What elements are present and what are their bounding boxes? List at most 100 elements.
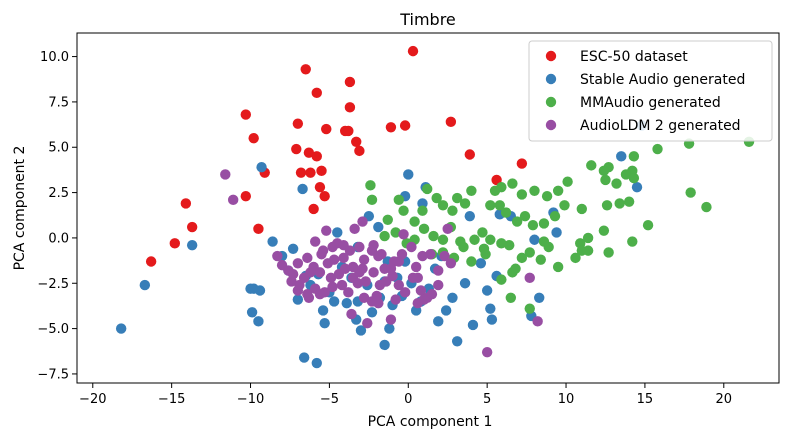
point-series-2-19 (489, 185, 501, 196)
point-series-0-18 (354, 145, 365, 157)
point-series-1-23 (341, 298, 352, 309)
point-series-0-11 (445, 116, 457, 128)
point-series-2-47 (642, 220, 654, 231)
point-series-3-24 (314, 267, 326, 278)
point-series-0-29 (180, 198, 192, 209)
point-series-0-28 (308, 203, 319, 215)
point-series-3-84 (524, 272, 535, 284)
point-series-2-71 (466, 256, 477, 267)
x-tick-label: −5 (320, 392, 339, 407)
point-series-3-36 (393, 279, 405, 291)
point-series-2-78 (535, 254, 546, 265)
point-series-1-45 (451, 336, 463, 347)
point-series-1-32 (384, 323, 395, 334)
point-series-2-65 (418, 223, 430, 235)
point-series-1-1 (139, 279, 151, 291)
point-series-3-20 (442, 223, 453, 235)
point-series-3-76 (305, 267, 316, 278)
point-series-3-85 (385, 263, 397, 274)
point-series-1-74 (529, 234, 540, 245)
point-series-2-25 (437, 200, 449, 211)
point-series-0-32 (169, 238, 181, 249)
point-series-1-51 (486, 314, 498, 325)
chart-title: Timbre (399, 10, 456, 29)
point-series-3-54 (343, 287, 354, 298)
x-axis-label: PCA component 1 (368, 414, 493, 430)
point-series-3-68 (314, 288, 326, 300)
point-series-0-22 (464, 149, 475, 160)
y-tick-label: −2.5 (37, 277, 69, 292)
point-series-3-53 (336, 279, 348, 291)
point-series-2-68 (390, 227, 401, 238)
point-series-0-5 (240, 109, 251, 120)
y-tick-label: −5.0 (37, 322, 69, 337)
point-series-2-24 (447, 205, 458, 216)
point-series-0-30 (186, 221, 198, 233)
point-series-3-28 (339, 263, 351, 274)
point-series-3-70 (338, 252, 349, 264)
legend-marker-1 (545, 73, 557, 85)
point-series-0-21 (305, 167, 316, 178)
point-series-0-20 (295, 167, 307, 178)
point-series-1-61 (417, 198, 428, 209)
point-series-3-37 (399, 287, 411, 298)
point-series-2-29 (409, 216, 420, 227)
point-series-3-63 (390, 294, 401, 305)
point-series-1-73 (379, 339, 390, 351)
point-series-2-33 (365, 180, 376, 191)
point-series-2-51 (582, 232, 594, 244)
point-series-1-7 (246, 307, 258, 318)
point-series-3-26 (328, 254, 340, 265)
point-series-1-3 (256, 162, 267, 173)
legend-label-3: AudioLDM 2 generated (580, 118, 741, 134)
point-series-0-13 (399, 120, 411, 131)
point-series-0-25 (319, 191, 330, 202)
point-series-0-16 (303, 147, 315, 158)
legend-box (528, 40, 773, 142)
point-series-0-9 (351, 136, 362, 148)
point-series-2-79 (570, 252, 581, 264)
point-series-1-14 (292, 294, 304, 305)
point-series-3-81 (357, 216, 368, 227)
point-series-0-24 (314, 181, 326, 193)
point-series-0-26 (240, 191, 251, 202)
point-series-2-84 (505, 292, 517, 303)
points-layer (115, 45, 755, 369)
point-series-0-7 (321, 123, 332, 135)
point-series-3-79 (327, 241, 338, 253)
point-series-2-59 (477, 227, 488, 238)
legend-label-1: Stable Audio generated (580, 72, 745, 88)
point-series-2-16 (516, 189, 528, 200)
point-series-2-7 (598, 165, 610, 177)
y-tick-label: −7.5 (37, 367, 69, 382)
point-series-2-10 (611, 178, 622, 189)
point-series-2-17 (507, 178, 518, 189)
point-series-2-55 (524, 247, 535, 258)
point-series-2-86 (582, 245, 594, 256)
x-tick-label: 10 (558, 392, 575, 407)
point-series-2-15 (529, 185, 540, 196)
point-series-3-52 (327, 281, 338, 293)
point-series-3-59 (362, 317, 373, 329)
point-series-2-72 (458, 241, 469, 253)
point-series-3-16 (417, 250, 428, 262)
point-series-2-9 (600, 174, 611, 186)
point-series-2-57 (496, 238, 507, 249)
point-series-1-49 (481, 285, 493, 296)
point-series-3-41 (426, 288, 438, 300)
point-series-3-88 (445, 258, 457, 269)
point-series-3-17 (425, 249, 436, 260)
point-series-1-63 (464, 210, 475, 222)
x-tick-label: −10 (237, 392, 264, 407)
point-series-2-63 (437, 234, 449, 245)
point-series-3-7 (344, 245, 356, 256)
point-series-3-66 (418, 294, 430, 305)
point-series-0-1 (300, 64, 311, 75)
point-series-2-3 (628, 151, 640, 162)
point-series-3-1 (227, 194, 239, 206)
point-series-3-22 (302, 252, 313, 264)
point-series-2-21 (466, 185, 477, 196)
point-series-3-82 (481, 346, 493, 358)
point-series-3-89 (412, 272, 423, 284)
point-series-2-45 (614, 198, 625, 209)
